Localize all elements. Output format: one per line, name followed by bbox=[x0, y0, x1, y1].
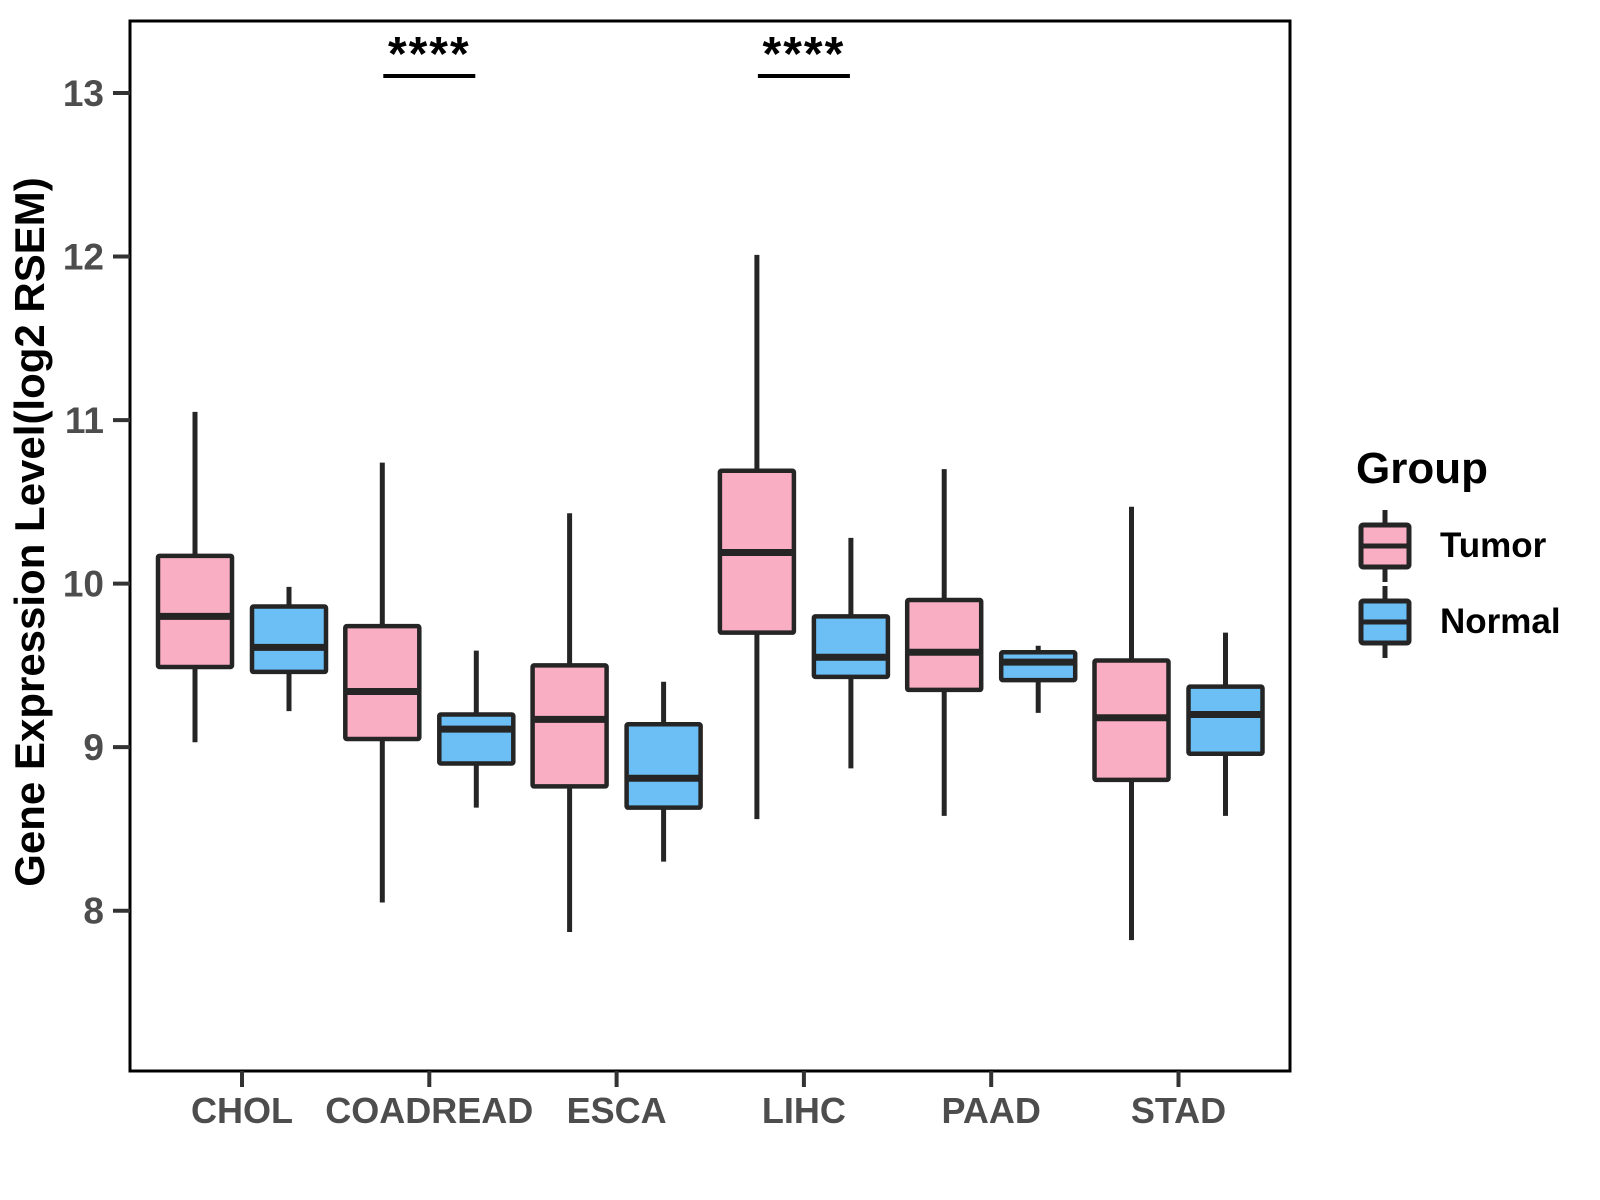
legend-label-tumor: Tumor bbox=[1440, 526, 1547, 565]
y-tick-label: 10 bbox=[63, 564, 104, 605]
legend-item-normal: Normal bbox=[1356, 584, 1561, 660]
box-normal-STAD bbox=[1186, 684, 1265, 756]
box-tumor-COADREAD bbox=[343, 623, 422, 742]
x-axis-label: ESCA bbox=[567, 1090, 667, 1131]
box-normal-PAAD bbox=[998, 650, 1078, 683]
tumor-key-glyph bbox=[1358, 510, 1412, 582]
box-normal-COADREAD bbox=[437, 712, 516, 766]
legend: Group Tumor Normal bbox=[1356, 444, 1561, 660]
legend-item-tumor: Tumor bbox=[1356, 508, 1561, 584]
box-tumor-PAAD bbox=[904, 597, 984, 693]
legend-label-normal: Normal bbox=[1440, 602, 1561, 641]
x-axis-label: STAD bbox=[1131, 1090, 1226, 1131]
significance-stars-LIHC: **** bbox=[763, 28, 846, 81]
x-axis-label: LIHC bbox=[762, 1090, 846, 1131]
significance-stars-COADREAD: **** bbox=[388, 28, 471, 81]
box-normal-LIHC bbox=[811, 614, 891, 680]
y-tick-label: 11 bbox=[65, 400, 104, 441]
legend-title: Group bbox=[1356, 444, 1488, 493]
y-tick-label: 12 bbox=[63, 237, 104, 278]
panel-border bbox=[128, 19, 1292, 1073]
x-axis-label: COADREAD bbox=[325, 1090, 533, 1131]
box-tumor-CHOL bbox=[155, 553, 235, 670]
y-axis-title: Gene Expression Level(log2 RSEM) bbox=[6, 177, 53, 887]
normal-key-glyph bbox=[1358, 586, 1412, 658]
x-axis-label: PAAD bbox=[942, 1090, 1041, 1131]
box-normal-CHOL bbox=[249, 604, 329, 675]
y-tick-label: 9 bbox=[83, 727, 104, 768]
x-axis-label: CHOL bbox=[191, 1090, 293, 1131]
y-tick-label: 13 bbox=[63, 73, 104, 114]
box-normal-ESCA bbox=[624, 722, 703, 810]
box-tumor-ESCA bbox=[530, 663, 609, 789]
y-tick-label: 8 bbox=[83, 891, 104, 932]
